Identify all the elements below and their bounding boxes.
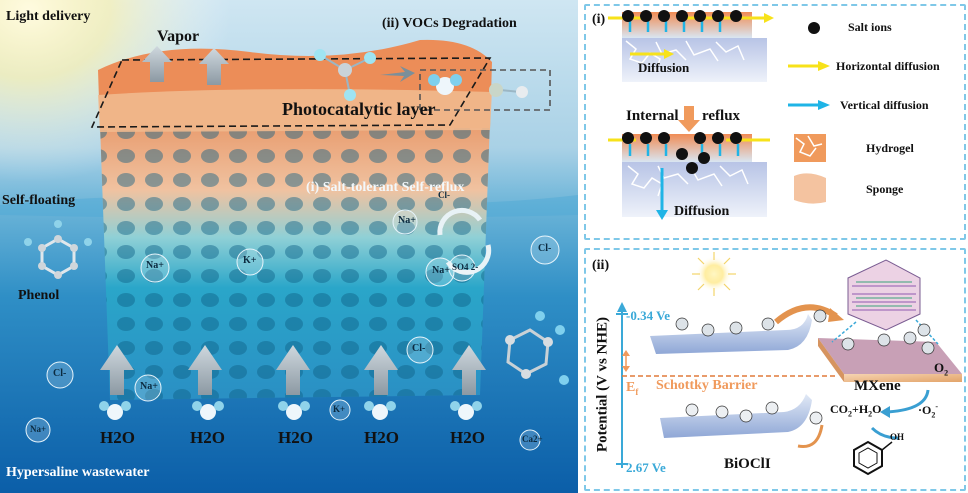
panel-ii-tag: (ii) [592, 258, 610, 273]
salt-ion-dot [658, 132, 670, 144]
salt-ion-dot [622, 132, 634, 144]
ion-label: Cl- [538, 243, 552, 254]
panel-i: (i) Diffusion Internal reflux Diffusion … [584, 4, 966, 240]
schottky-barrier-label: Schottky Barrier [656, 378, 758, 393]
ion-label: K+ [243, 255, 257, 266]
salt-ion-dot [730, 132, 742, 144]
mxene-label: MXene [854, 378, 901, 394]
products-label: CO2+H2O [830, 402, 882, 419]
salt-ion-dot [712, 132, 724, 144]
biocl-label: BiOClI [724, 456, 771, 472]
hypersaline-label: Hypersaline wastewater [6, 465, 150, 480]
self-floating-label: Self-floating [2, 193, 76, 208]
ion-label: Na+ [146, 260, 164, 271]
ion-label: Cl- [438, 190, 450, 200]
panel-i-graphics [608, 12, 830, 220]
superoxide-label: ·O2- [918, 402, 939, 420]
salt-ion-dot [730, 10, 742, 22]
legend-hydrogel: Hydrogel [866, 141, 914, 155]
panel-ii-graphics [616, 252, 962, 476]
ion-label: Cl- [412, 343, 426, 354]
vapor-label: Vapor [157, 28, 200, 45]
salt-ion-dot [698, 152, 710, 164]
ion-label: K+ [333, 404, 346, 414]
phenol-label: Phenol [18, 288, 60, 303]
panel-ii: (ii) Potential (V vs NHE) -0.34 Ve 2.67 … [584, 248, 966, 491]
salt-ion-dot [712, 10, 724, 22]
photocatalytic-layer-label: Photocatalytic layer [282, 99, 436, 119]
ion-label: Ca2+ [522, 434, 543, 444]
left-scene: Light delivery Vapor (ii) VOCs Degradati… [0, 0, 578, 493]
legend-sponge: Sponge [866, 182, 904, 196]
legend-horizontal-diffusion: Horizontal diffusion [836, 59, 940, 73]
water-label: H2O [190, 428, 225, 447]
panel-i-tag: (i) [592, 12, 606, 27]
internal-label: Internal [626, 108, 679, 124]
vocs-label: (ii) VOCs Degradation [382, 16, 517, 31]
water-label: H2O [450, 428, 485, 447]
scene-background [0, 0, 578, 493]
reflux-label: reflux [702, 108, 741, 124]
oxygen-label: O2 [934, 360, 949, 378]
fermi-level-label: Ef [626, 380, 639, 397]
salt-ion-dot [676, 10, 688, 22]
salt-ion-dot [640, 10, 652, 22]
cb-potential-label: -0.34 Ve [626, 308, 671, 323]
potential-axis-label: Potential (V vs NHE) [594, 316, 611, 453]
water-label: H2O [364, 428, 399, 447]
salt-ion-dot [640, 132, 652, 144]
ion-label: Na+ [432, 265, 450, 276]
ion-label: Cl- [53, 368, 67, 379]
vb-potential-label: 2.67 Ve [626, 460, 666, 475]
salt-tolerant-label: (i) Salt-tolerant Self-reflux [306, 180, 465, 195]
diffusion-top-label: Diffusion [638, 60, 690, 75]
ion-label: SO4 2- [452, 262, 479, 272]
salt-ion-dot [658, 10, 670, 22]
phenol-oh-label: OH [890, 432, 905, 442]
salt-ion-dot [694, 132, 706, 144]
legend-salt-ion-dot [808, 22, 820, 34]
salt-ion-dot [676, 148, 688, 160]
ion-label: Na+ [140, 381, 158, 392]
light-delivery-label: Light delivery [6, 9, 91, 24]
water-label: H2O [100, 428, 135, 447]
ion-label: Na+ [30, 424, 47, 434]
salt-ion-dot [686, 162, 698, 174]
diffusion-bottom-label: Diffusion [674, 204, 730, 219]
legend-salt-ions: Salt ions [848, 20, 892, 34]
water-label: H2O [278, 428, 313, 447]
legend-vertical-diffusion: Vertical diffusion [840, 98, 929, 112]
ion-label: Na+ [398, 215, 416, 226]
salt-ion-dot [694, 10, 706, 22]
salt-ion-dot [622, 10, 634, 22]
